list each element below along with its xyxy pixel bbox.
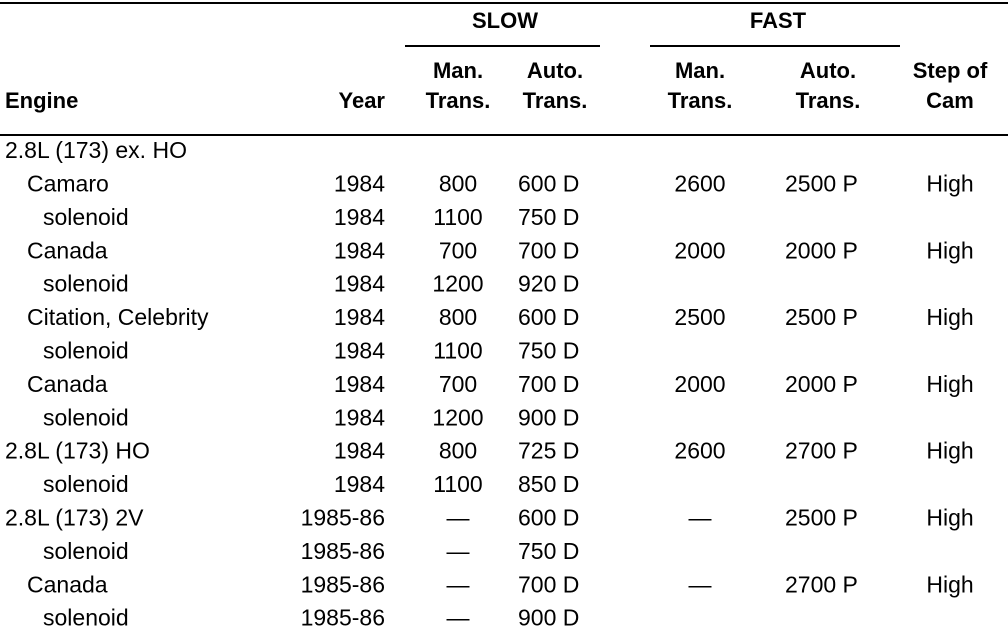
- table-cell: 1984: [334, 471, 385, 497]
- table-cell: High: [926, 504, 973, 530]
- engine-cell: solenoid: [43, 538, 129, 564]
- table-cell: 1984: [334, 170, 385, 196]
- table-cell: —: [689, 504, 712, 530]
- table-cell: 2500: [674, 304, 725, 330]
- column-header: Man.: [433, 58, 483, 83]
- table-cell: 1984: [334, 204, 385, 230]
- table-cell: 800: [439, 170, 477, 196]
- column-header: Trans.: [426, 88, 491, 113]
- table-cell: 1985-86: [301, 504, 385, 530]
- table-cell: 1100: [433, 471, 482, 497]
- engine-cell: solenoid: [43, 404, 129, 430]
- table-cell: 725 D: [518, 438, 579, 464]
- table-cell: 2700 P: [785, 438, 858, 464]
- table-cell: 850 D: [518, 471, 579, 497]
- table-cell: 1984: [334, 438, 385, 464]
- table-cell: 1200: [432, 271, 483, 297]
- table-cell: 2000 P: [785, 371, 858, 397]
- engine-cell: 2.8L (173) 2V: [5, 504, 144, 530]
- table-cell: 2700 P: [785, 571, 858, 597]
- group-label: FAST: [750, 8, 807, 33]
- table-cell: 1985-86: [301, 538, 385, 564]
- table-cell: —: [447, 571, 470, 597]
- table-cell: 2500 P: [785, 304, 858, 330]
- table-cell: 2500 P: [785, 504, 858, 530]
- engine-cell: solenoid: [43, 337, 129, 363]
- table-cell: 700 D: [518, 571, 579, 597]
- table-cell: 750 D: [518, 337, 579, 363]
- engine-cell: Canada: [27, 371, 108, 397]
- table-cell: 1985-86: [301, 605, 385, 631]
- table-cell: 1985-86: [301, 571, 385, 597]
- table-cell: 600 D: [518, 304, 579, 330]
- table-cell: 900 D: [518, 605, 579, 631]
- table-cell: 900 D: [518, 404, 579, 430]
- table-cell: 800: [439, 304, 477, 330]
- table-cell: 1100: [433, 204, 482, 230]
- column-header: Engine: [5, 88, 78, 113]
- column-header: Trans.: [523, 88, 588, 113]
- engine-cell: solenoid: [43, 471, 129, 497]
- table-cell: —: [447, 538, 470, 564]
- table-cell: High: [926, 571, 973, 597]
- engine-cell: Citation, Celebrity: [27, 304, 209, 330]
- column-header: Auto.: [527, 58, 583, 83]
- table-cell: 700: [439, 371, 477, 397]
- table-cell: —: [447, 605, 470, 631]
- column-header: Year: [339, 88, 386, 113]
- table-cell: 1984: [334, 404, 385, 430]
- column-header: Cam: [926, 88, 974, 113]
- table-cell: —: [447, 504, 470, 530]
- table-cell: 1984: [334, 371, 385, 397]
- table-cell: 2000: [674, 237, 725, 263]
- table-cell: —: [689, 571, 712, 597]
- table-cell: 700 D: [518, 237, 579, 263]
- table-cell: 750 D: [518, 204, 579, 230]
- column-header: Trans.: [796, 88, 861, 113]
- group-label: SLOW: [472, 8, 538, 33]
- table-cell: High: [926, 371, 973, 397]
- table-cell: 2600: [674, 170, 725, 196]
- column-header: Step of: [913, 58, 988, 83]
- column-header: Auto.: [800, 58, 856, 83]
- table-cell: 2600: [674, 438, 725, 464]
- table-cell: High: [926, 304, 973, 330]
- table-cell: 700 D: [518, 371, 579, 397]
- table-cell: 1100: [433, 337, 482, 363]
- engine-cell: solenoid: [43, 271, 129, 297]
- table-cell: 2500 P: [785, 170, 858, 196]
- column-header: Man.: [675, 58, 725, 83]
- engine-cell: Canada: [27, 237, 108, 263]
- table-cell: High: [926, 237, 973, 263]
- table-cell: 920 D: [518, 271, 579, 297]
- table-cell: 2000 P: [785, 237, 858, 263]
- table-cell: 1984: [334, 237, 385, 263]
- table-cell: 600 D: [518, 170, 579, 196]
- engine-cell: Canada: [27, 571, 108, 597]
- table-cell: 2000: [674, 371, 725, 397]
- table-cell: 1984: [334, 304, 385, 330]
- engine-cell: Camaro: [27, 170, 109, 196]
- engine-cell: solenoid: [43, 605, 129, 631]
- engine-cell: 2.8L (173) ex. HO: [5, 137, 187, 163]
- engine-cell: solenoid: [43, 204, 129, 230]
- table-cell: 700: [439, 237, 477, 263]
- engine-cell: 2.8L (173) HO: [5, 438, 150, 464]
- table-cell: 750 D: [518, 538, 579, 564]
- table-cell: 1984: [334, 271, 385, 297]
- table-cell: High: [926, 438, 973, 464]
- table-cell: 600 D: [518, 504, 579, 530]
- table-cell: 800: [439, 438, 477, 464]
- column-header: Trans.: [668, 88, 733, 113]
- table-cell: 1200: [432, 404, 483, 430]
- table-cell: High: [926, 170, 973, 196]
- table-cell: 1984: [334, 337, 385, 363]
